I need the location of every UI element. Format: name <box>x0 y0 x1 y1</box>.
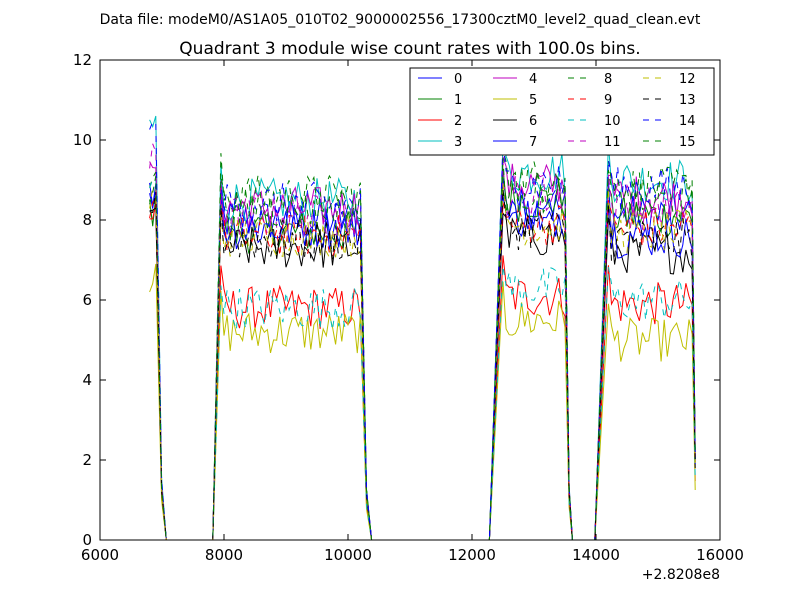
y-tick-label: 8 <box>82 211 92 229</box>
x-tick-label: 16000 <box>696 546 744 564</box>
legend-label-7: 7 <box>529 135 537 150</box>
plot-lines <box>149 115 696 541</box>
legend-label-12: 12 <box>679 72 696 87</box>
y-tick-label: 10 <box>73 131 92 149</box>
y-tick-label: 12 <box>73 51 92 69</box>
series-line-13 <box>149 188 696 541</box>
legend-label-0: 0 <box>454 72 462 87</box>
legend-label-8: 8 <box>604 72 612 87</box>
y-tick-label: 4 <box>82 371 92 389</box>
x-tick-label: 8000 <box>205 546 243 564</box>
legend-label-11: 11 <box>604 135 621 150</box>
series-line-6 <box>149 207 696 541</box>
series-line-3 <box>149 115 696 541</box>
legend-frame <box>409 67 715 156</box>
legend-label-5: 5 <box>529 93 537 108</box>
series-line-10 <box>149 179 696 541</box>
legend-label-4: 4 <box>529 72 537 87</box>
legend-label-14: 14 <box>679 114 696 129</box>
x-tick-label: 10000 <box>324 546 372 564</box>
y-tick-label: 6 <box>82 291 92 309</box>
datafile-label: Data file: modeM0/AS1A05_010T02_90000025… <box>100 12 701 28</box>
series-line-9 <box>149 195 696 541</box>
x-tick-label: 12000 <box>448 546 496 564</box>
y-tick-label: 2 <box>82 451 92 469</box>
legend-label-3: 3 <box>454 135 462 150</box>
plot-area-frame <box>99 59 721 541</box>
legend-label-1: 1 <box>454 93 462 108</box>
legend-label-15: 15 <box>679 135 696 150</box>
legend-label-9: 9 <box>604 93 612 108</box>
legend-label-6: 6 <box>529 114 537 129</box>
series-line-8 <box>149 149 696 541</box>
y-tick-label: 0 <box>82 531 92 549</box>
series-line-14 <box>149 121 696 541</box>
legend-label-10: 10 <box>604 114 621 129</box>
x-tick-label: 14000 <box>572 546 620 564</box>
chart-title: Quadrant 3 module wise count rates with … <box>179 39 640 59</box>
legend-label-2: 2 <box>454 114 462 129</box>
x-offset-label: +2.8208e8 <box>642 567 720 583</box>
legend-label-13: 13 <box>679 93 696 108</box>
x-tick-label: 6000 <box>81 546 119 564</box>
